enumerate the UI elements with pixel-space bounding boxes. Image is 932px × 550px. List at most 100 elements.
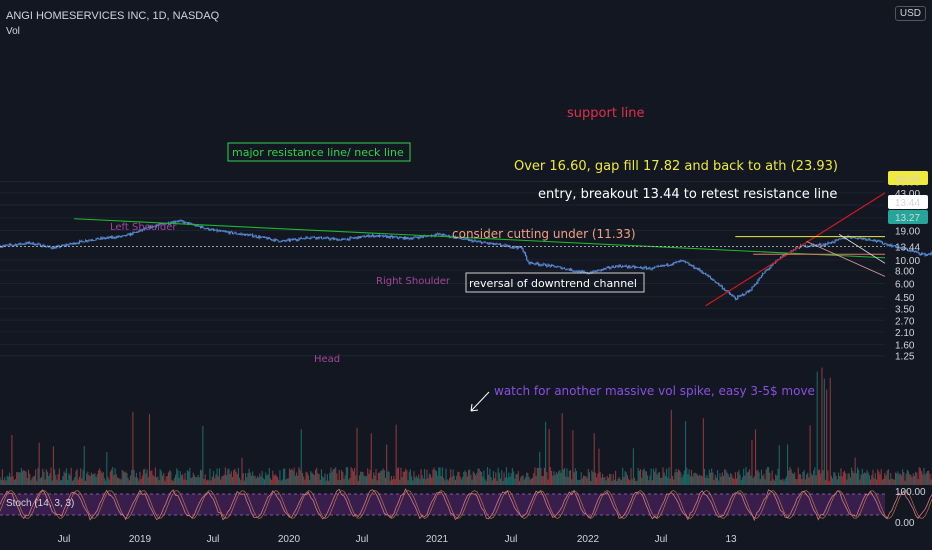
- volume-bar: [708, 469, 710, 485]
- volume-bar: [65, 468, 68, 485]
- volume-bar: [133, 469, 135, 485]
- candle: [412, 236, 414, 240]
- candle: [547, 263, 549, 267]
- volume-bar: [265, 472, 267, 485]
- candle: [99, 238, 101, 240]
- volume-bar: [855, 473, 857, 485]
- volume-bar: [503, 472, 505, 485]
- candle: [499, 243, 502, 247]
- candle: [886, 243, 888, 247]
- annotation-text: consider cutting under (11.33): [452, 227, 636, 241]
- candle: [505, 244, 508, 248]
- volume-bar: [638, 470, 640, 485]
- candle: [218, 229, 221, 232]
- candle: [555, 266, 557, 268]
- volume-bar: [670, 409, 672, 485]
- volume-bar: [803, 470, 805, 485]
- candle: [841, 237, 843, 240]
- volume-bar: [766, 467, 768, 485]
- candle: [396, 236, 399, 239]
- candle: [741, 292, 744, 296]
- volume-bar: [185, 479, 187, 485]
- candle: [133, 231, 135, 234]
- volume-bar: [55, 474, 57, 485]
- currency-badge[interactable]: USD: [894, 6, 926, 21]
- candle: [488, 242, 490, 245]
- candle: [58, 244, 60, 249]
- volume-bar: [747, 471, 749, 485]
- candle: [564, 267, 566, 270]
- candle: [335, 238, 337, 240]
- candle: [330, 237, 332, 241]
- candle: [904, 247, 906, 250]
- candle: [526, 255, 528, 261]
- volume-bar: [724, 469, 726, 485]
- volume-bar: [248, 468, 250, 485]
- volume-bar: [553, 471, 555, 485]
- candle: [83, 241, 85, 243]
- volume-bar: [296, 472, 298, 485]
- candle: [824, 242, 827, 247]
- volume-bar: [533, 473, 535, 485]
- candle: [419, 235, 421, 239]
- volume-bar: [363, 475, 365, 485]
- volume-bar: [542, 476, 544, 485]
- candle: [274, 238, 276, 242]
- candle: [874, 239, 876, 242]
- volume-bar: [566, 468, 568, 485]
- time-axis[interactable]: Jul 2019 Jul 2020 Jul 2021 Jul 2022 Jul 13: [58, 534, 737, 545]
- x-tick-label: 2019: [129, 534, 152, 545]
- volume-bar: [177, 470, 179, 485]
- candle: [713, 279, 715, 281]
- candle: [158, 223, 160, 227]
- volume-bar: [721, 472, 723, 485]
- candle: [880, 240, 882, 243]
- volume-bar: [574, 468, 576, 485]
- volume-bar: [240, 480, 242, 485]
- candle: [862, 237, 865, 240]
- candle: [399, 236, 401, 239]
- volume-bar: [290, 469, 292, 485]
- volume-bar: [175, 474, 177, 485]
- volume-bar: [475, 475, 477, 485]
- volume-bar: [771, 470, 773, 485]
- volume-bar: [872, 469, 874, 485]
- candle: [254, 234, 256, 237]
- candle: [873, 239, 875, 242]
- candle: [484, 241, 486, 243]
- volume-bar: [303, 476, 305, 485]
- volume-bar: [294, 475, 296, 485]
- candle: [912, 249, 914, 253]
- candle: [71, 242, 74, 245]
- volume-bar: [545, 421, 547, 485]
- candle: [619, 264, 621, 268]
- candle: [545, 263, 547, 267]
- candle: [726, 289, 728, 292]
- volume-bar: [370, 433, 372, 485]
- volume-bar: [115, 474, 117, 485]
- candle: [471, 238, 473, 243]
- volume-bar: [499, 478, 502, 485]
- volume-bar: [312, 473, 314, 485]
- volume-bar: [424, 468, 426, 485]
- candle: [153, 225, 155, 227]
- volume-bar: [259, 473, 261, 485]
- volume-bar: [344, 475, 346, 485]
- candle: [124, 235, 126, 236]
- candle: [861, 237, 863, 241]
- candle: [673, 262, 675, 266]
- volume-bar: [411, 476, 413, 485]
- volume-bar: [199, 469, 202, 485]
- candle: [652, 267, 655, 269]
- volume-bar: [629, 480, 631, 485]
- volume-bar: [16, 472, 18, 485]
- volume-bar: [880, 469, 882, 485]
- volume-bar: [925, 472, 927, 485]
- volume-bar: [839, 476, 841, 485]
- volume-bar: [731, 474, 733, 485]
- candle: [333, 237, 336, 240]
- candle: [252, 233, 254, 238]
- candle: [878, 239, 880, 242]
- volume-bar: [784, 478, 786, 485]
